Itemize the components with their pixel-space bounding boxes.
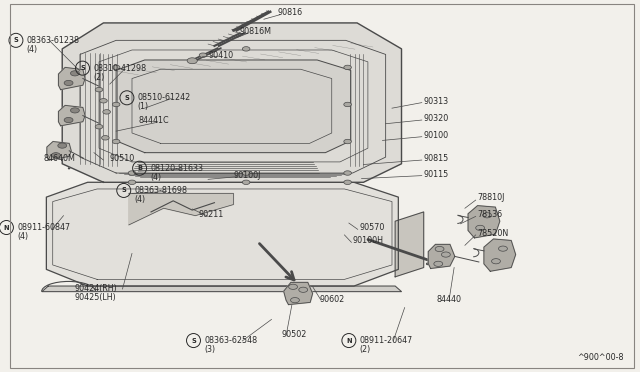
Text: (2): (2) <box>93 73 104 81</box>
Polygon shape <box>58 105 85 126</box>
Circle shape <box>113 65 120 70</box>
Polygon shape <box>284 282 312 305</box>
Text: 78810J: 78810J <box>477 193 505 202</box>
Text: (4): (4) <box>27 45 38 54</box>
Text: 90100: 90100 <box>424 131 449 140</box>
Text: S: S <box>80 65 85 71</box>
Text: 90320: 90320 <box>424 115 449 124</box>
Circle shape <box>95 87 103 92</box>
Text: (4): (4) <box>134 195 146 204</box>
Text: (2): (2) <box>360 345 371 354</box>
Polygon shape <box>395 212 424 277</box>
Circle shape <box>199 53 207 57</box>
Text: 84441C: 84441C <box>138 116 169 125</box>
Text: 90100J: 90100J <box>234 171 261 180</box>
Text: 08363-81698: 08363-81698 <box>134 186 188 195</box>
Circle shape <box>483 213 492 218</box>
Circle shape <box>70 71 79 76</box>
Circle shape <box>113 102 120 107</box>
Text: 08310-41298: 08310-41298 <box>93 64 147 73</box>
Text: (4): (4) <box>150 173 161 182</box>
Circle shape <box>64 80 73 86</box>
Text: 90425(LH): 90425(LH) <box>75 293 116 302</box>
Polygon shape <box>428 244 455 269</box>
Text: (4): (4) <box>17 232 28 241</box>
Circle shape <box>95 125 103 129</box>
Circle shape <box>51 153 60 158</box>
Text: 08363-61238: 08363-61238 <box>27 36 80 45</box>
Text: S: S <box>191 337 196 344</box>
Circle shape <box>70 108 79 113</box>
Text: (1): (1) <box>138 102 149 111</box>
Text: 90816M: 90816M <box>240 26 272 36</box>
Text: 90313: 90313 <box>424 97 449 106</box>
Polygon shape <box>58 67 85 90</box>
Circle shape <box>344 102 351 107</box>
Polygon shape <box>129 193 234 225</box>
Text: 90115: 90115 <box>424 170 449 179</box>
Text: 08363-62548: 08363-62548 <box>204 336 257 345</box>
Circle shape <box>499 246 508 251</box>
Circle shape <box>344 139 351 144</box>
Text: 90816: 90816 <box>278 8 303 17</box>
Text: 90570: 90570 <box>359 223 385 232</box>
Circle shape <box>187 58 197 64</box>
Text: 90424(RH): 90424(RH) <box>75 284 118 293</box>
Circle shape <box>442 252 451 257</box>
Circle shape <box>64 118 73 123</box>
Polygon shape <box>62 23 401 182</box>
Text: N: N <box>346 337 351 344</box>
Circle shape <box>102 136 109 140</box>
Text: 08911-60847: 08911-60847 <box>17 223 70 232</box>
Text: S: S <box>122 187 126 193</box>
Circle shape <box>299 287 308 292</box>
Circle shape <box>243 46 250 51</box>
Circle shape <box>492 259 500 264</box>
Text: 78520N: 78520N <box>477 228 509 238</box>
Circle shape <box>476 225 484 231</box>
Polygon shape <box>468 206 500 238</box>
Circle shape <box>243 171 250 175</box>
Circle shape <box>103 110 111 114</box>
Text: 78136: 78136 <box>477 210 503 219</box>
Circle shape <box>435 246 444 251</box>
Circle shape <box>113 139 120 144</box>
Text: 90502: 90502 <box>281 330 307 340</box>
Circle shape <box>291 298 300 303</box>
Text: B: B <box>137 165 142 171</box>
Circle shape <box>344 180 351 185</box>
Circle shape <box>58 143 67 148</box>
Circle shape <box>344 65 351 70</box>
Text: (3): (3) <box>204 345 216 354</box>
Text: 90100H: 90100H <box>353 236 383 245</box>
Text: N: N <box>4 225 9 231</box>
Text: S: S <box>13 37 19 44</box>
Text: 84440: 84440 <box>436 295 461 304</box>
Circle shape <box>128 180 136 185</box>
Text: 90815: 90815 <box>424 154 449 163</box>
Circle shape <box>289 284 298 289</box>
Circle shape <box>128 171 136 175</box>
Text: 84640M: 84640M <box>44 154 75 163</box>
Text: 90602: 90602 <box>319 295 344 304</box>
Circle shape <box>344 171 351 175</box>
Text: 08510-61242: 08510-61242 <box>138 93 191 102</box>
Text: 90410: 90410 <box>208 51 233 60</box>
Text: 08911-20647: 08911-20647 <box>360 336 413 345</box>
Circle shape <box>243 180 250 185</box>
Text: 90510: 90510 <box>110 154 135 163</box>
Polygon shape <box>484 239 516 271</box>
Circle shape <box>100 99 108 103</box>
Polygon shape <box>42 286 401 292</box>
Polygon shape <box>46 182 398 286</box>
Circle shape <box>434 261 443 266</box>
Text: ^900^00-8: ^900^00-8 <box>577 353 623 362</box>
Text: S: S <box>125 95 129 101</box>
Polygon shape <box>47 141 71 160</box>
Text: 90211: 90211 <box>198 210 224 219</box>
Polygon shape <box>116 60 351 153</box>
Text: 08120-81633: 08120-81633 <box>150 164 204 173</box>
